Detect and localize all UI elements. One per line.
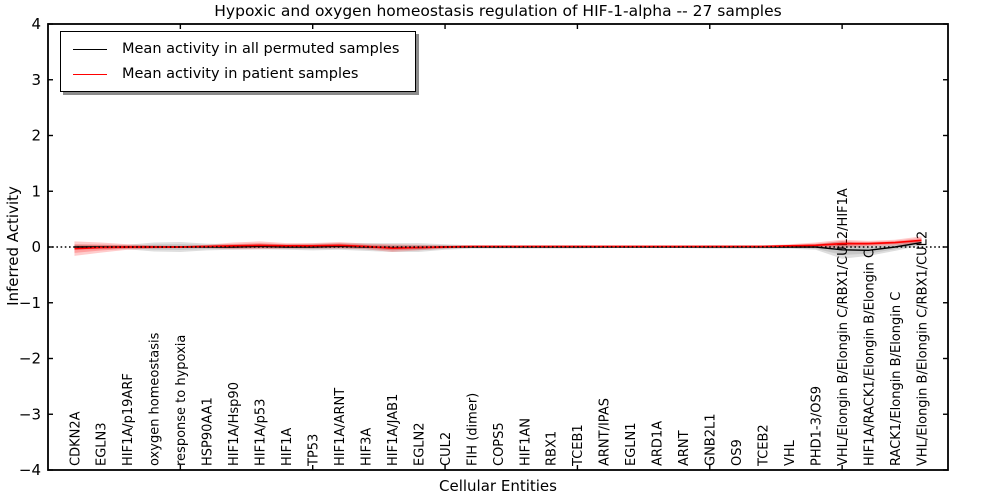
x-tick-label: TCEB1 [571,424,586,467]
x-tick-label: oxygen homeostasis [148,332,163,466]
x-tick-label: HIF1A/RACK1/Elongin B/Elongin C [862,249,877,466]
x-tick-label: EGLN3 [95,422,110,466]
x-tick-label: HIF3A [359,428,374,466]
x-tick-label: HIF1A/Hsp90 [227,382,242,466]
x-tick-label: HSP90AA1 [201,397,216,466]
y-tick-label: −1 [19,294,41,312]
x-tick-label: CDKN2A [68,411,83,466]
x-tick-label: GNB2L1 [704,413,719,466]
x-tick-label: COPS5 [492,422,507,466]
y-tick-labels: −4 −3 −2 −1 0 1 2 3 4 [19,15,41,479]
x-tick-label: OS9 [730,439,745,466]
x-tick-label: VHL [783,439,798,466]
x-tick-label: RACK1/Elongin B/Elongin C [889,292,904,466]
x-tick-label: ARNT/IPAS [598,398,613,466]
permuted-band [74,240,922,255]
x-tick-label: PHD1-3/OS9 [809,386,824,466]
x-tick-label: TCEB2 [757,424,772,467]
axis-ticks [48,23,948,471]
chart-title: Hypoxic and oxygen homeostasis regulatio… [214,2,782,20]
y-tick-label: −3 [19,405,41,423]
legend-black-line-swatch [73,48,107,50]
x-tick-label: response to hypoxia [174,335,189,466]
legend-item-label: Mean activity in patient samples [122,66,359,82]
x-tick-label: VHL/Elongin B/Elongin C/RBX1/CUL2 [915,231,930,466]
y-tick-label: −2 [19,350,41,368]
x-tick-label: HIF1A/ARNT [333,388,348,466]
x-tick-label: FIH (dimer) [465,393,480,466]
x-tick-label: HIF1A/JAB1 [386,394,401,466]
y-tick-label: 3 [31,71,41,89]
x-axis-label: Cellular Entities [439,477,557,495]
y-tick-label: 1 [31,182,41,200]
legend-item-label: Mean activity in all permuted samples [122,41,400,57]
y-tick-label: 2 [31,127,41,145]
legend-item-patient: Mean activity in patient samples [73,66,399,82]
x-tick-label: ARNT [677,430,692,466]
x-tick-label: RBX1 [545,431,560,466]
x-tick-label: HIF1A [280,428,295,466]
y-tick-label: 4 [31,15,41,33]
x-tick-label: HIF1AN [518,418,533,466]
x-tick-label: HIF1A/p53 [254,399,269,466]
x-tick-label: HIF1A/p19ARF [121,373,136,466]
x-tick-labels: CDKN2A EGLN3 HIF1A/p19ARF oxygen homeostasi… [68,188,930,467]
legend-red-line-swatch [73,73,107,75]
legend: Mean activity in all permuted samples Me… [60,31,417,92]
permuted-band [74,239,922,259]
y-tick-label: −4 [19,461,41,479]
legend-item-permuted: Mean activity in all permuted samples [73,41,399,57]
x-tick-label: TP53 [307,434,322,467]
x-tick-label: ARD1A [651,421,666,466]
x-tick-label: EGLN1 [624,422,639,466]
x-tick-label: CUL2 [439,432,454,466]
x-tick-label: EGLN2 [412,422,427,466]
x-tick-label: VHL/Elongin B/Elongin C/RBX1/CUL2/HIF1A [836,188,851,466]
y-tick-label: 0 [31,238,41,256]
